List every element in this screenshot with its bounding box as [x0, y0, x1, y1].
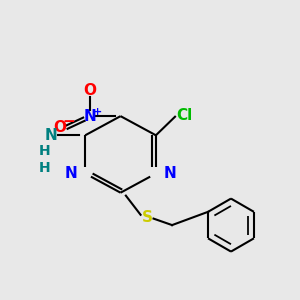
Text: H: H: [39, 145, 51, 158]
Text: −: −: [63, 114, 75, 129]
Text: S: S: [142, 210, 153, 225]
Text: Cl: Cl: [176, 108, 193, 123]
Text: N: N: [65, 166, 78, 181]
Text: H: H: [39, 161, 51, 175]
Text: O: O: [54, 119, 67, 134]
Text: N: N: [45, 128, 58, 143]
Text: N: N: [163, 166, 176, 181]
Text: N: N: [83, 109, 96, 124]
Text: O: O: [83, 83, 96, 98]
Text: +: +: [92, 107, 102, 117]
